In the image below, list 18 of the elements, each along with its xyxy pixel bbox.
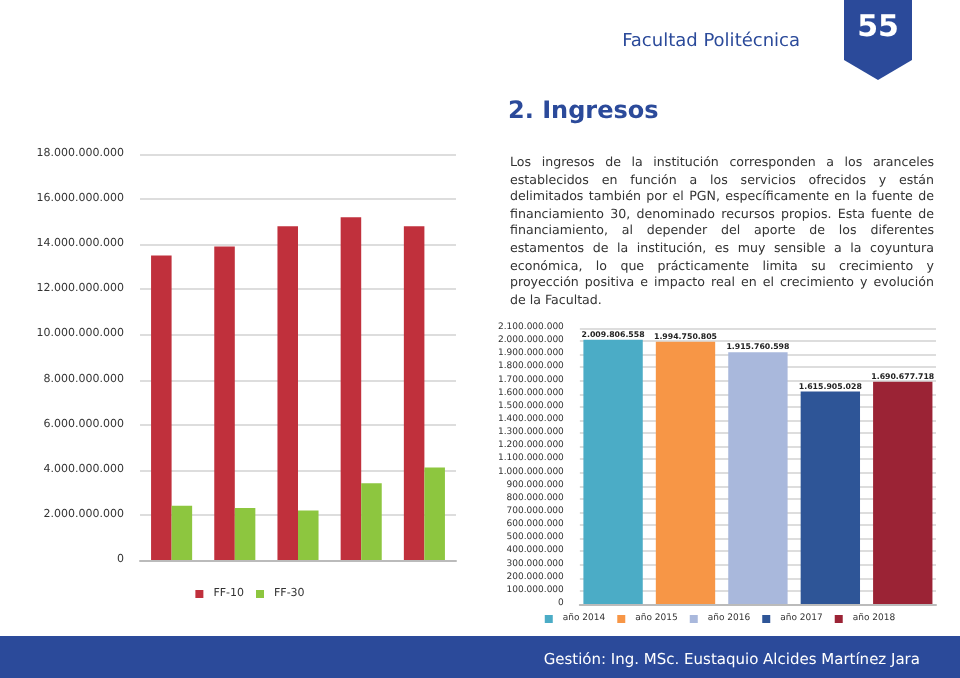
bar — [277, 226, 298, 560]
bar — [171, 505, 193, 560]
bar — [583, 339, 643, 604]
bar — [403, 226, 425, 560]
bar — [340, 217, 362, 560]
bar — [151, 255, 172, 560]
bar — [214, 246, 235, 560]
bar — [873, 381, 933, 604]
bar — [424, 467, 445, 560]
text: 2. Ingresos — [508, 96, 659, 124]
bar — [298, 510, 319, 560]
bar — [800, 391, 861, 604]
text: 55 — [855, 8, 901, 44]
bar — [234, 508, 256, 560]
text: Facultad Politécnica — [622, 32, 800, 52]
bar — [361, 483, 382, 560]
bar — [655, 341, 716, 604]
bar — [728, 352, 788, 604]
